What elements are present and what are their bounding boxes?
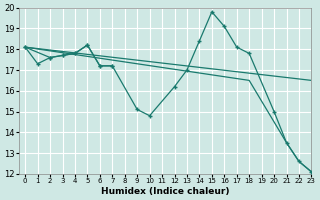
X-axis label: Humidex (Indice chaleur): Humidex (Indice chaleur) xyxy=(101,187,229,196)
